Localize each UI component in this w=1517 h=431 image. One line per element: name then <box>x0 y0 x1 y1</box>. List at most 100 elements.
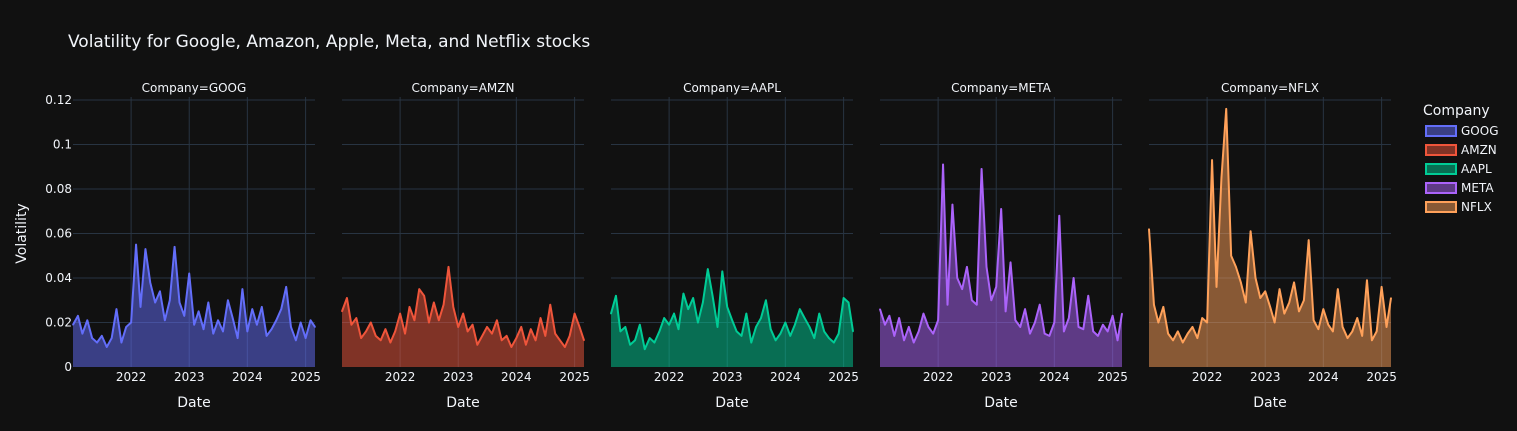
data-point-goog <box>265 335 268 337</box>
data-point-goog <box>154 301 156 304</box>
data-point-meta <box>922 312 925 315</box>
legend-swatch <box>1425 201 1457 213</box>
legend-label: META <box>1461 181 1494 195</box>
data-point-meta <box>1092 330 1094 333</box>
data-point-nflx <box>1153 303 1155 306</box>
data-point-meta <box>995 286 998 288</box>
data-point-amzn <box>438 319 440 322</box>
data-point-aapl <box>837 332 840 335</box>
data-point-aapl <box>745 312 748 315</box>
x-tick-label: 2024 <box>232 370 263 384</box>
data-point-aapl <box>716 326 719 328</box>
data-point-amzn <box>346 297 348 299</box>
data-point-aapl <box>823 330 825 333</box>
data-point-aapl <box>842 297 845 299</box>
x-tick-label: 2025 <box>290 370 321 384</box>
x-tick-label: 2022 <box>923 370 954 384</box>
data-point-amzn <box>578 326 581 328</box>
data-point-nflx <box>1288 301 1291 304</box>
legend-item-aapl[interactable]: AAPL <box>1425 162 1492 176</box>
data-point-meta <box>971 299 973 302</box>
data-point-goog <box>275 319 278 322</box>
data-point-amzn <box>413 319 416 322</box>
data-point-goog <box>241 288 244 290</box>
x-tick-label: 2024 <box>1039 370 1070 384</box>
data-point-meta <box>879 308 881 310</box>
data-point-nflx <box>1240 281 1242 284</box>
data-point-nflx <box>1211 159 1213 161</box>
data-point-goog <box>246 330 249 333</box>
x-tick-label: 2024 <box>501 370 532 384</box>
data-point-meta <box>990 299 993 302</box>
data-point-goog <box>164 319 166 322</box>
data-point-aapl <box>673 312 675 315</box>
x-tick-label: 2025 <box>828 370 859 384</box>
data-point-nflx <box>1283 312 1286 315</box>
data-point-nflx <box>1322 308 1325 310</box>
data-point-goog <box>144 248 147 250</box>
data-point-amzn <box>418 288 421 290</box>
data-point-aapl <box>852 330 854 333</box>
data-point-nflx <box>1186 332 1189 335</box>
chart-title: Volatility for Google, Amazon, Apple, Me… <box>68 32 590 52</box>
legend-item-amzn[interactable]: AMZN <box>1425 143 1497 157</box>
legend-item-goog[interactable]: GOOG <box>1425 124 1499 138</box>
data-point-nflx <box>1225 108 1228 110</box>
data-point-goog <box>169 299 171 302</box>
data-point-nflx <box>1307 239 1310 241</box>
data-point-nflx <box>1249 230 1252 233</box>
data-point-amzn <box>389 341 392 344</box>
legend-swatch <box>1425 125 1457 137</box>
legend-item-nflx[interactable]: NFLX <box>1425 200 1492 214</box>
x-tick-label: 2023 <box>174 370 205 384</box>
data-point-aapl <box>813 337 816 339</box>
data-point-amzn <box>510 346 513 348</box>
data-point-goog <box>314 326 316 328</box>
facet-title: Company=GOOG <box>142 81 247 95</box>
x-axis-title: Date <box>715 395 748 411</box>
data-point-nflx <box>1356 317 1359 319</box>
data-point-nflx <box>1346 337 1349 339</box>
area-fill-meta <box>880 164 1122 367</box>
legend-swatch <box>1425 144 1457 156</box>
data-point-meta <box>1004 310 1007 313</box>
data-point-meta <box>1087 295 1090 297</box>
data-point-goog <box>81 332 84 335</box>
data-point-aapl <box>707 268 709 270</box>
y-tick-label: 0 <box>64 360 72 374</box>
facet-title: Company=AAPL <box>683 81 781 95</box>
legend: Company GOOG AMZN AAPL META NFLX <box>1423 103 1499 214</box>
data-point-meta <box>1068 317 1070 319</box>
facet-panel-amzn: 2022 2023 2024 2025 Company=AMZN Date <box>341 81 590 411</box>
data-point-nflx <box>1259 297 1262 299</box>
data-point-nflx <box>1196 337 1199 339</box>
data-point-aapl <box>711 295 714 297</box>
legend-label: GOOG <box>1461 124 1499 138</box>
data-point-nflx <box>1332 330 1334 333</box>
data-point-amzn <box>341 310 343 313</box>
data-point-nflx <box>1264 290 1267 293</box>
data-point-nflx <box>1172 339 1174 342</box>
data-point-meta <box>1111 315 1114 317</box>
data-point-amzn <box>379 339 382 342</box>
legend-item-meta[interactable]: META <box>1425 181 1494 195</box>
data-point-meta <box>932 332 934 335</box>
data-point-amzn <box>520 326 523 328</box>
data-point-aapl <box>668 323 670 326</box>
data-point-aapl <box>774 339 777 342</box>
data-point-goog <box>280 308 283 310</box>
data-point-nflx <box>1361 335 1363 337</box>
data-point-goog <box>270 328 273 330</box>
data-point-goog <box>202 328 205 330</box>
data-point-amzn <box>408 306 411 308</box>
data-point-nflx <box>1181 341 1184 344</box>
data-point-amzn <box>423 295 425 297</box>
data-point-nflx <box>1162 306 1165 308</box>
data-point-nflx <box>1278 288 1281 290</box>
data-point-meta <box>966 266 968 268</box>
data-point-aapl <box>735 330 738 333</box>
data-point-aapl <box>648 337 651 339</box>
data-point-amzn <box>491 332 493 335</box>
data-point-amzn <box>350 323 353 326</box>
data-point-aapl <box>760 317 762 319</box>
